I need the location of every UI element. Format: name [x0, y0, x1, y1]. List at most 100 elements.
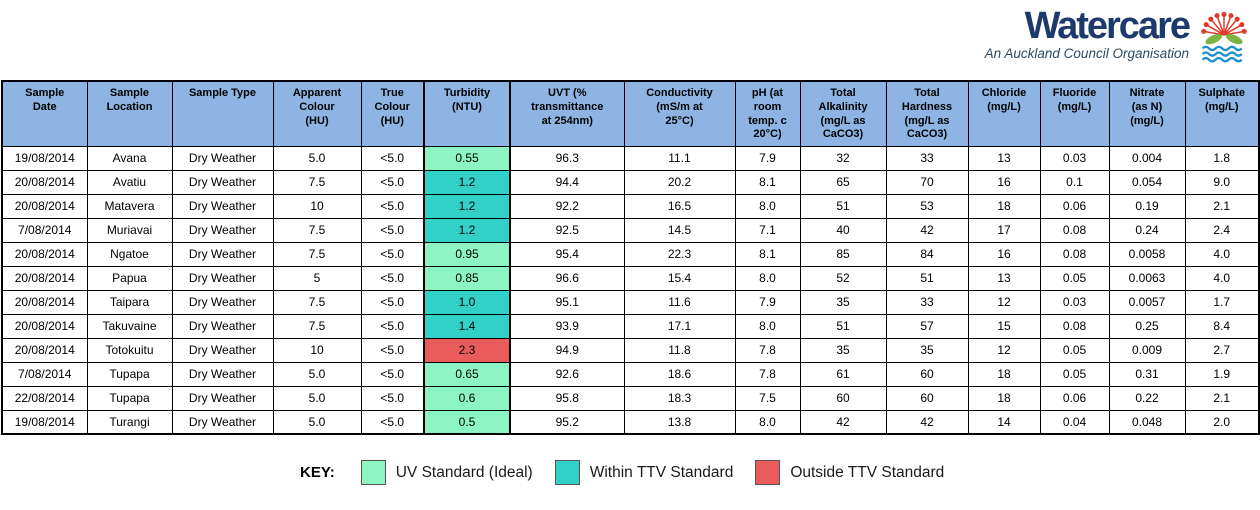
cell-sample-type: Dry Weather	[171, 265, 274, 291]
column-header-sample-type: Sample Type	[171, 80, 274, 147]
table-row: 7/08/2014 Muriavai Dry Weather 7.5 <5.0 1.2 92…	[1, 217, 1260, 243]
cell-sample-location: Ngatoe	[86, 241, 173, 267]
cell-nitrate: 0.25	[1108, 313, 1186, 339]
cell-chloride: 16	[967, 169, 1041, 195]
cell-total-hardness: 60	[885, 385, 969, 411]
cell-ph: 8.0	[734, 265, 801, 291]
column-header-apparent-colour: Apparent Colour (HU)	[272, 80, 362, 147]
cell-fluoride: 0.06	[1039, 193, 1110, 219]
cell-true-colour: <5.0	[360, 289, 425, 315]
cell-true-colour: <5.0	[360, 169, 425, 195]
pohutukawa-flower-icon	[1201, 11, 1247, 63]
cell-sample-type: Dry Weather	[171, 385, 274, 411]
column-header-fluoride: Fluoride (mg/L)	[1039, 80, 1110, 147]
cell-conductivity: 20.2	[623, 169, 736, 195]
cell-turbidity: 0.5	[423, 409, 511, 435]
cell-nitrate: 0.048	[1108, 409, 1186, 435]
cell-sample-location: Avatiu	[86, 169, 173, 195]
cell-sulphate: 4.0	[1184, 241, 1260, 267]
column-header-total-alkalinity: Total Alkalinity (mg/L as CaCO3)	[799, 80, 887, 147]
cell-chloride: 12	[967, 337, 1041, 363]
cell-turbidity: 0.6	[423, 385, 511, 411]
cell-total-alkalinity: 65	[799, 169, 887, 195]
table-row: 20/08/2014 Takuvaine Dry Weather 7.5 <5.0 1.4…	[1, 313, 1260, 339]
cell-sample-date: 20/08/2014	[1, 289, 88, 315]
cell-total-alkalinity: 51	[799, 313, 887, 339]
cell-total-hardness: 33	[885, 289, 969, 315]
key-swatch-within_ttv	[554, 460, 580, 485]
flower-stamens	[1203, 14, 1245, 36]
cell-uvt: 92.6	[509, 361, 625, 387]
cell-nitrate: 0.22	[1108, 385, 1186, 411]
cell-ph: 7.9	[734, 289, 801, 315]
cell-uvt: 95.8	[509, 385, 625, 411]
cell-total-hardness: 84	[885, 241, 969, 267]
water-waves	[1201, 45, 1243, 63]
cell-apparent-colour: 7.5	[272, 289, 362, 315]
table-row: 20/08/2014 Taipara Dry Weather 7.5 <5.0 1.0 95…	[1, 289, 1260, 315]
cell-ph: 8.1	[734, 169, 801, 195]
cell-nitrate: 0.0057	[1108, 289, 1186, 315]
cell-nitrate: 0.0063	[1108, 265, 1186, 291]
cell-sulphate: 2.1	[1184, 385, 1260, 411]
key-legend: KEY: UV Standard (Ideal) Within TTV Stand…	[300, 460, 966, 485]
cell-uvt: 92.5	[509, 217, 625, 243]
cell-uvt: 95.2	[509, 409, 625, 435]
cell-uvt: 94.4	[509, 169, 625, 195]
cell-sample-location: Takuvaine	[86, 313, 173, 339]
cell-nitrate: 0.004	[1108, 145, 1186, 171]
cell-turbidity: 1.2	[423, 169, 511, 195]
cell-fluoride: 0.03	[1039, 145, 1110, 171]
cell-turbidity: 1.2	[423, 217, 511, 243]
cell-nitrate: 0.31	[1108, 361, 1186, 387]
cell-conductivity: 11.1	[623, 145, 736, 171]
cell-sample-type: Dry Weather	[171, 193, 274, 219]
cell-total-alkalinity: 35	[799, 289, 887, 315]
cell-ph: 8.1	[734, 241, 801, 267]
cell-conductivity: 11.8	[623, 337, 736, 363]
table-row: 20/08/2014 Matavera Dry Weather 10 <5.0 1.2 92…	[1, 193, 1260, 219]
cell-ph: 7.1	[734, 217, 801, 243]
cell-sample-date: 20/08/2014	[1, 193, 88, 219]
cell-chloride: 18	[967, 193, 1041, 219]
cell-fluoride: 0.05	[1039, 337, 1110, 363]
column-header-sample-location: Sample Location	[86, 80, 173, 147]
cell-apparent-colour: 10	[272, 337, 362, 363]
cell-total-alkalinity: 51	[799, 193, 887, 219]
cell-sample-location: Tupapa	[86, 385, 173, 411]
logo-brand-text: Watercare	[1024, 5, 1191, 47]
cell-uvt: 95.4	[509, 241, 625, 267]
cell-sulphate: 2.1	[1184, 193, 1260, 219]
cell-turbidity: 2.3	[423, 337, 511, 363]
cell-sulphate: 2.0	[1184, 409, 1260, 435]
column-header-chloride: Chloride (mg/L)	[967, 80, 1041, 147]
key-swatch-outside_ttv	[755, 460, 781, 485]
cell-sulphate: 8.4	[1184, 313, 1260, 339]
cell-true-colour: <5.0	[360, 409, 425, 435]
column-header-sulphate: Sulphate (mg/L)	[1184, 80, 1260, 147]
cell-apparent-colour: 5.0	[272, 409, 362, 435]
cell-sample-location: Tupapa	[86, 361, 173, 387]
cell-total-hardness: 42	[885, 409, 969, 435]
table-header-row: Sample Date Sample Location Sample Type App…	[1, 80, 1260, 147]
cell-total-alkalinity: 60	[799, 385, 887, 411]
cell-uvt: 94.9	[509, 337, 625, 363]
cell-ph: 7.9	[734, 145, 801, 171]
cell-sample-date: 20/08/2014	[1, 169, 88, 195]
cell-sulphate: 9.0	[1184, 169, 1260, 195]
cell-fluoride: 0.03	[1039, 289, 1110, 315]
cell-sample-date: 20/08/2014	[1, 241, 88, 267]
cell-fluoride: 0.06	[1039, 385, 1110, 411]
cell-sample-location: Muriavai	[86, 217, 173, 243]
cell-sample-type: Dry Weather	[171, 145, 274, 171]
cell-sample-type: Dry Weather	[171, 361, 274, 387]
cell-turbidity: 0.65	[423, 361, 511, 387]
cell-sample-location: Taipara	[86, 289, 173, 315]
cell-sample-location: Totokuitu	[86, 337, 173, 363]
cell-sample-location: Avana	[86, 145, 173, 171]
key-swatch-uv_ideal	[360, 460, 386, 485]
cell-total-hardness: 60	[885, 361, 969, 387]
cell-apparent-colour: 5.0	[272, 385, 362, 411]
cell-sample-type: Dry Weather	[171, 169, 274, 195]
cell-conductivity: 13.8	[623, 409, 736, 435]
